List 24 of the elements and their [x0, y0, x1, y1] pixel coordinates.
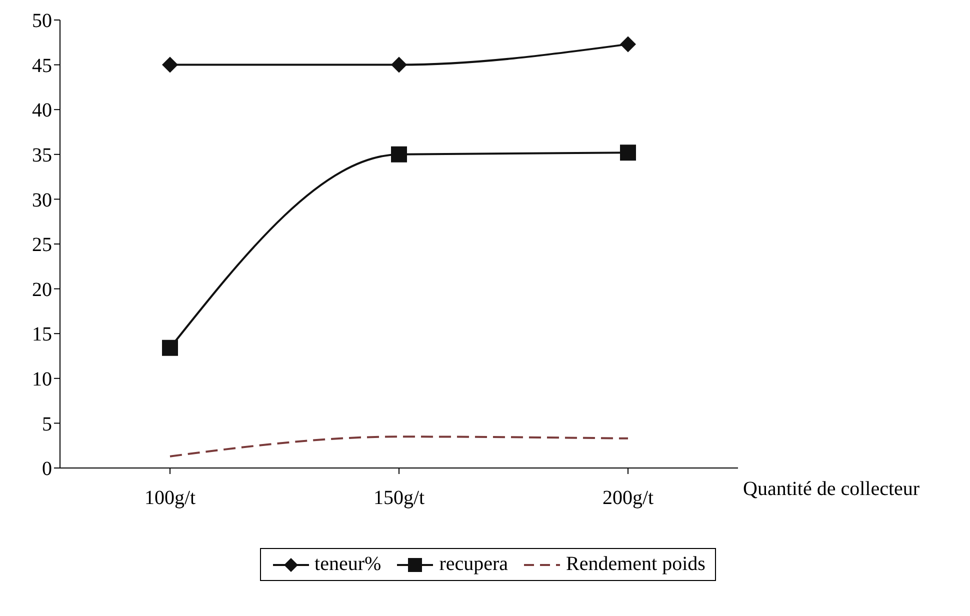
point — [391, 56, 407, 73]
y-tick-label: 45 — [32, 54, 52, 77]
x-tick-label: 100g/t — [144, 487, 196, 510]
y-tick-label: 10 — [32, 368, 52, 390]
y-tick-label: 0 — [42, 458, 52, 480]
y-tick-label: 35 — [32, 144, 52, 166]
point — [162, 56, 178, 73]
y-tick-label: 5 — [42, 413, 52, 436]
y-tick-label: 30 — [32, 189, 52, 212]
y-tick-label: 40 — [32, 100, 52, 122]
x-tick-label: 200g/t — [602, 487, 654, 510]
x-tick-label: 150g/t — [373, 487, 425, 510]
point — [162, 340, 178, 356]
x-axis-title: Quantité de collecteur — [743, 478, 920, 501]
point — [391, 146, 407, 162]
y-tick-label: 20 — [32, 278, 52, 301]
legend-label: recupera — [439, 553, 508, 576]
y-tick-label: 15 — [32, 324, 52, 346]
point — [620, 36, 636, 52]
y-tick-label: 50 — [32, 10, 52, 32]
y-tick-label: 25 — [32, 234, 52, 256]
legend-label: Rendement poids — [566, 553, 706, 576]
point — [620, 144, 636, 161]
legend-label: teneur% — [314, 553, 382, 576]
